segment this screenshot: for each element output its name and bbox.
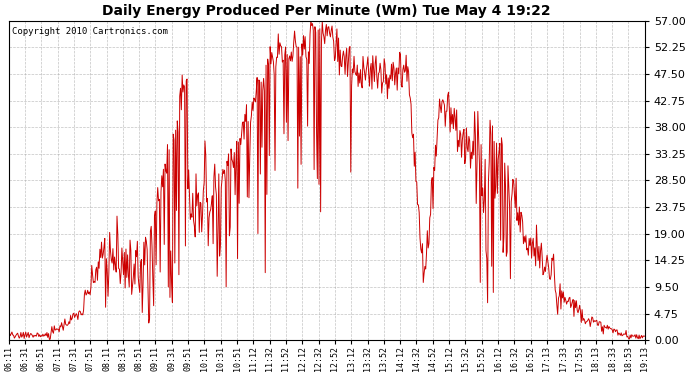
Title: Daily Energy Produced Per Minute (Wm) Tue May 4 19:22: Daily Energy Produced Per Minute (Wm) Tu…: [102, 4, 551, 18]
Text: Copyright 2010 Cartronics.com: Copyright 2010 Cartronics.com: [12, 27, 168, 36]
